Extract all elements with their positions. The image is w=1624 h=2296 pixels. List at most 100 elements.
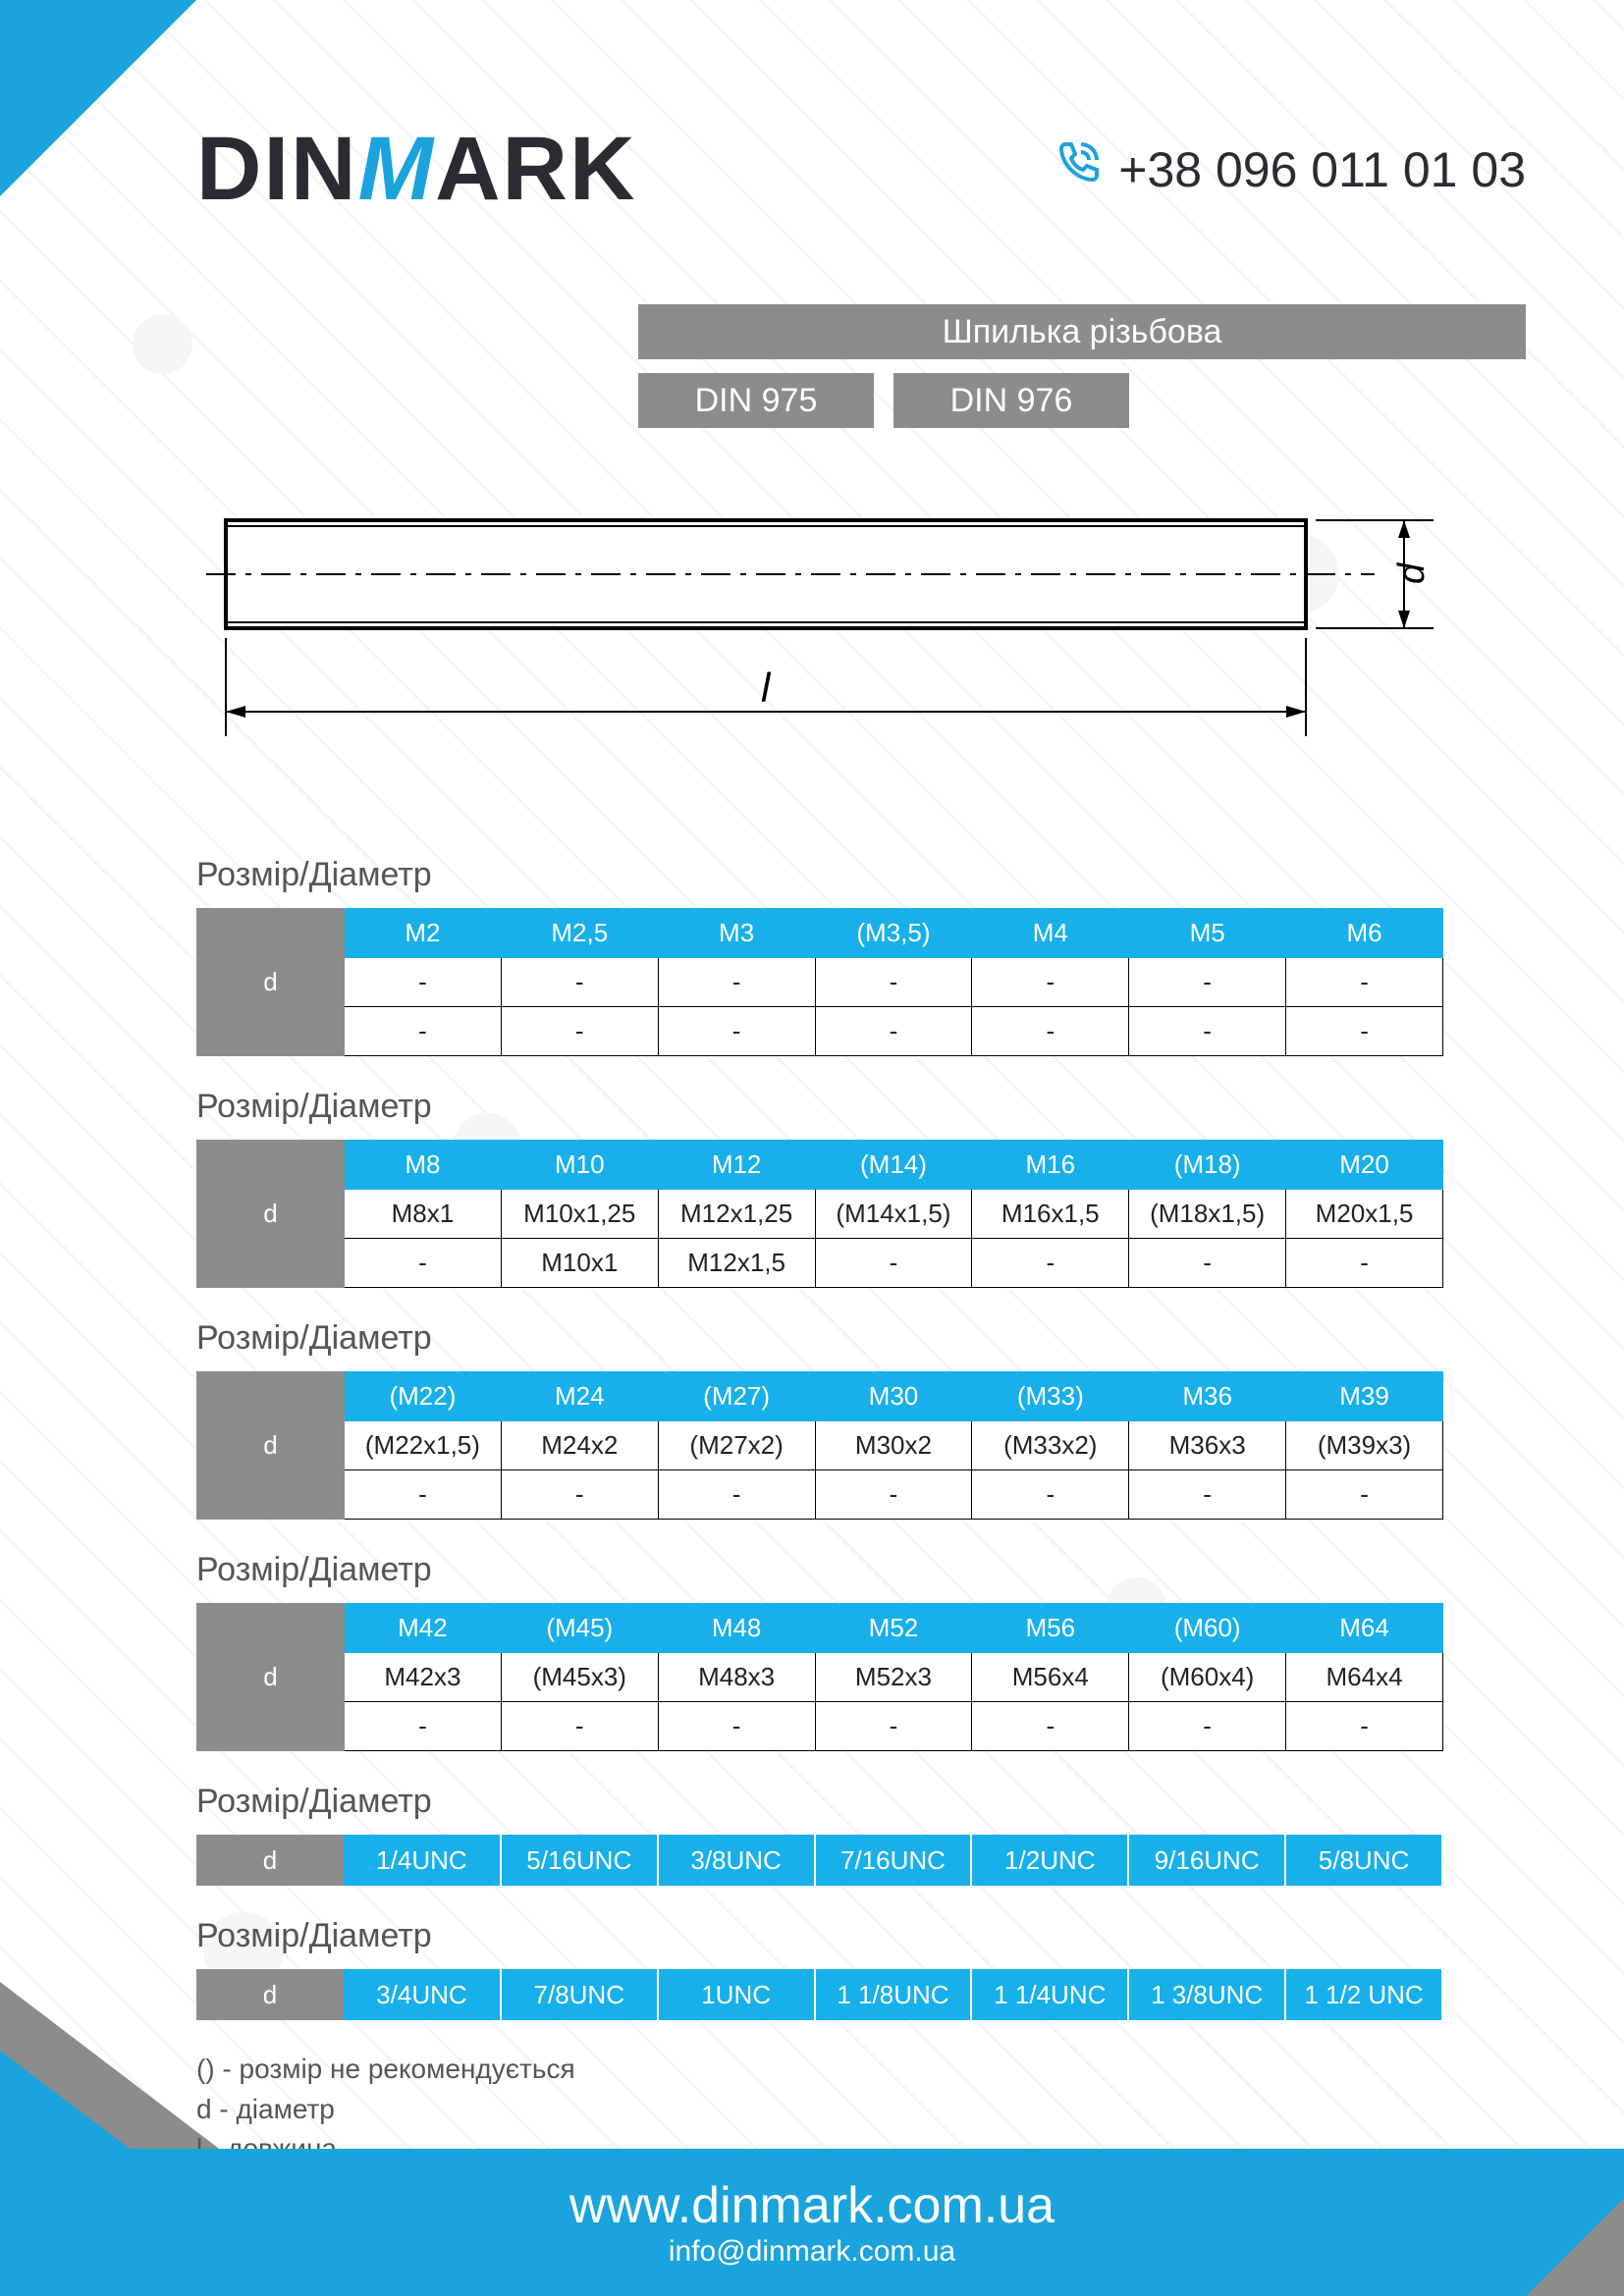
phone-icon [1054, 140, 1101, 199]
cell: - [1286, 1702, 1443, 1751]
cell: (M22x1,5) [345, 1421, 502, 1470]
col-header: M30 [815, 1372, 972, 1421]
cell: - [1129, 1007, 1286, 1056]
cell: 9/16UNC [1128, 1835, 1285, 1886]
din-row: DIN 975 DIN 976 [638, 373, 1129, 428]
cell: 3/8UNC [658, 1835, 815, 1886]
cell: M48x3 [658, 1653, 815, 1702]
cell: - [1129, 1702, 1286, 1751]
cell: (M27x2) [658, 1421, 815, 1470]
cell: - [1129, 1239, 1286, 1288]
col-header: (M27) [658, 1372, 815, 1421]
cell: - [501, 1007, 658, 1056]
section-title: Розмір/Діаметр [196, 1551, 1443, 1589]
section-title: Розмір/Діаметр [196, 1917, 1443, 1955]
cell: - [1129, 958, 1286, 1007]
cell: - [972, 1702, 1129, 1751]
col-header: M20 [1286, 1141, 1443, 1190]
cell: 1 1/8UNC [815, 1969, 972, 2020]
cell: 7/8UNC [501, 1969, 658, 2020]
col-header: (M18) [1129, 1141, 1286, 1190]
din-box-1: DIN 976 [893, 373, 1129, 428]
cell: - [658, 1007, 815, 1056]
footer: www.dinmark.com.ua info@dinmark.com.ua [0, 2149, 1624, 2296]
col-header: M3 [658, 909, 815, 958]
col-header: M36 [1129, 1372, 1286, 1421]
cell: (M33x2) [972, 1421, 1129, 1470]
legend-line-1: d - діаметр [196, 2090, 1443, 2130]
cell: - [972, 1007, 1129, 1056]
cell: (M60x4) [1129, 1653, 1286, 1702]
footer-url: www.dinmark.com.ua [569, 2176, 1055, 2235]
cell: 1 3/8UNC [1128, 1969, 1285, 2020]
cell: M16x1,5 [972, 1190, 1129, 1239]
cell: 1UNC [658, 1969, 815, 2020]
cell: 1 1/2 UNC [1285, 1969, 1442, 2020]
cell: - [972, 1239, 1129, 1288]
cell: M42x3 [345, 1653, 502, 1702]
diagram-d-label: d [1391, 561, 1433, 584]
cell: M64x4 [1286, 1653, 1443, 1702]
col-header: M48 [658, 1604, 815, 1653]
row-label: d [197, 1604, 345, 1751]
diagram-l-label: l [761, 665, 772, 711]
cell: - [972, 958, 1129, 1007]
unc-table-1: d3/4UNC7/8UNC1UNC1 1/8UNC1 1/4UNC1 3/8UN… [196, 1969, 1443, 2020]
footer-email: info@dinmark.com.ua [669, 2235, 955, 2269]
row-label: d [196, 1969, 344, 2020]
cell: - [345, 1470, 502, 1520]
cell: (M39x3) [1286, 1421, 1443, 1470]
cell: - [1286, 1470, 1443, 1520]
cell: - [1286, 958, 1443, 1007]
phone: +38 096 011 01 03 [1054, 140, 1526, 199]
cell: - [972, 1470, 1129, 1520]
spec-table-0: dM2M2,5M3(M3,5)M4M5M6-------------- [196, 908, 1443, 1056]
logo-pre: DIN [196, 119, 357, 219]
cell: M10x1,25 [501, 1190, 658, 1239]
section-title: Розмір/Діаметр [196, 1783, 1443, 1821]
col-header: M42 [345, 1604, 502, 1653]
col-header: (M22) [345, 1372, 502, 1421]
col-header: M64 [1286, 1604, 1443, 1653]
spec-table-2: d(M22)M24(M27)M30(M33)M36M39(M22x1,5)M24… [196, 1371, 1443, 1520]
col-header: (M60) [1129, 1604, 1286, 1653]
section-title: Розмір/Діаметр [196, 1319, 1443, 1358]
cell: - [815, 1239, 972, 1288]
col-header: M5 [1129, 909, 1286, 958]
col-header: M24 [501, 1372, 658, 1421]
logo: DINMARK [196, 118, 636, 221]
cell: 1/4UNC [344, 1835, 501, 1886]
col-header: M6 [1286, 909, 1443, 958]
cell: M12x1,5 [658, 1239, 815, 1288]
cell: 5/8UNC [1285, 1835, 1442, 1886]
cell: M10x1 [501, 1239, 658, 1288]
cell: - [658, 1470, 815, 1520]
cell: - [815, 1702, 972, 1751]
cell: - [815, 1007, 972, 1056]
col-header: (M45) [501, 1604, 658, 1653]
cell: M12x1,25 [658, 1190, 815, 1239]
col-header: M2 [345, 909, 502, 958]
title-bar: Шпилька різьбова [638, 304, 1526, 359]
cell: 1 1/4UNC [971, 1969, 1128, 2020]
cell: - [658, 958, 815, 1007]
row-label: d [197, 1141, 345, 1288]
cell: (M45x3) [501, 1653, 658, 1702]
cell: - [658, 1702, 815, 1751]
col-header: M39 [1286, 1372, 1443, 1421]
cell: - [815, 958, 972, 1007]
cell: - [501, 1702, 658, 1751]
cell: - [1286, 1007, 1443, 1056]
cell: - [501, 958, 658, 1007]
cell: 3/4UNC [344, 1969, 501, 2020]
col-header: M8 [345, 1141, 502, 1190]
logo-m: M [357, 119, 435, 219]
cell: 7/16UNC [815, 1835, 972, 1886]
col-header: (M33) [972, 1372, 1129, 1421]
content: Розмір/Діаметр dM2M2,5M3(M3,5)M4M5M6-----… [196, 825, 1443, 2169]
cell: (M14x1,5) [815, 1190, 972, 1239]
cell: M56x4 [972, 1653, 1129, 1702]
cell: - [815, 1470, 972, 1520]
cell: M52x3 [815, 1653, 972, 1702]
col-header: (M3,5) [815, 909, 972, 958]
